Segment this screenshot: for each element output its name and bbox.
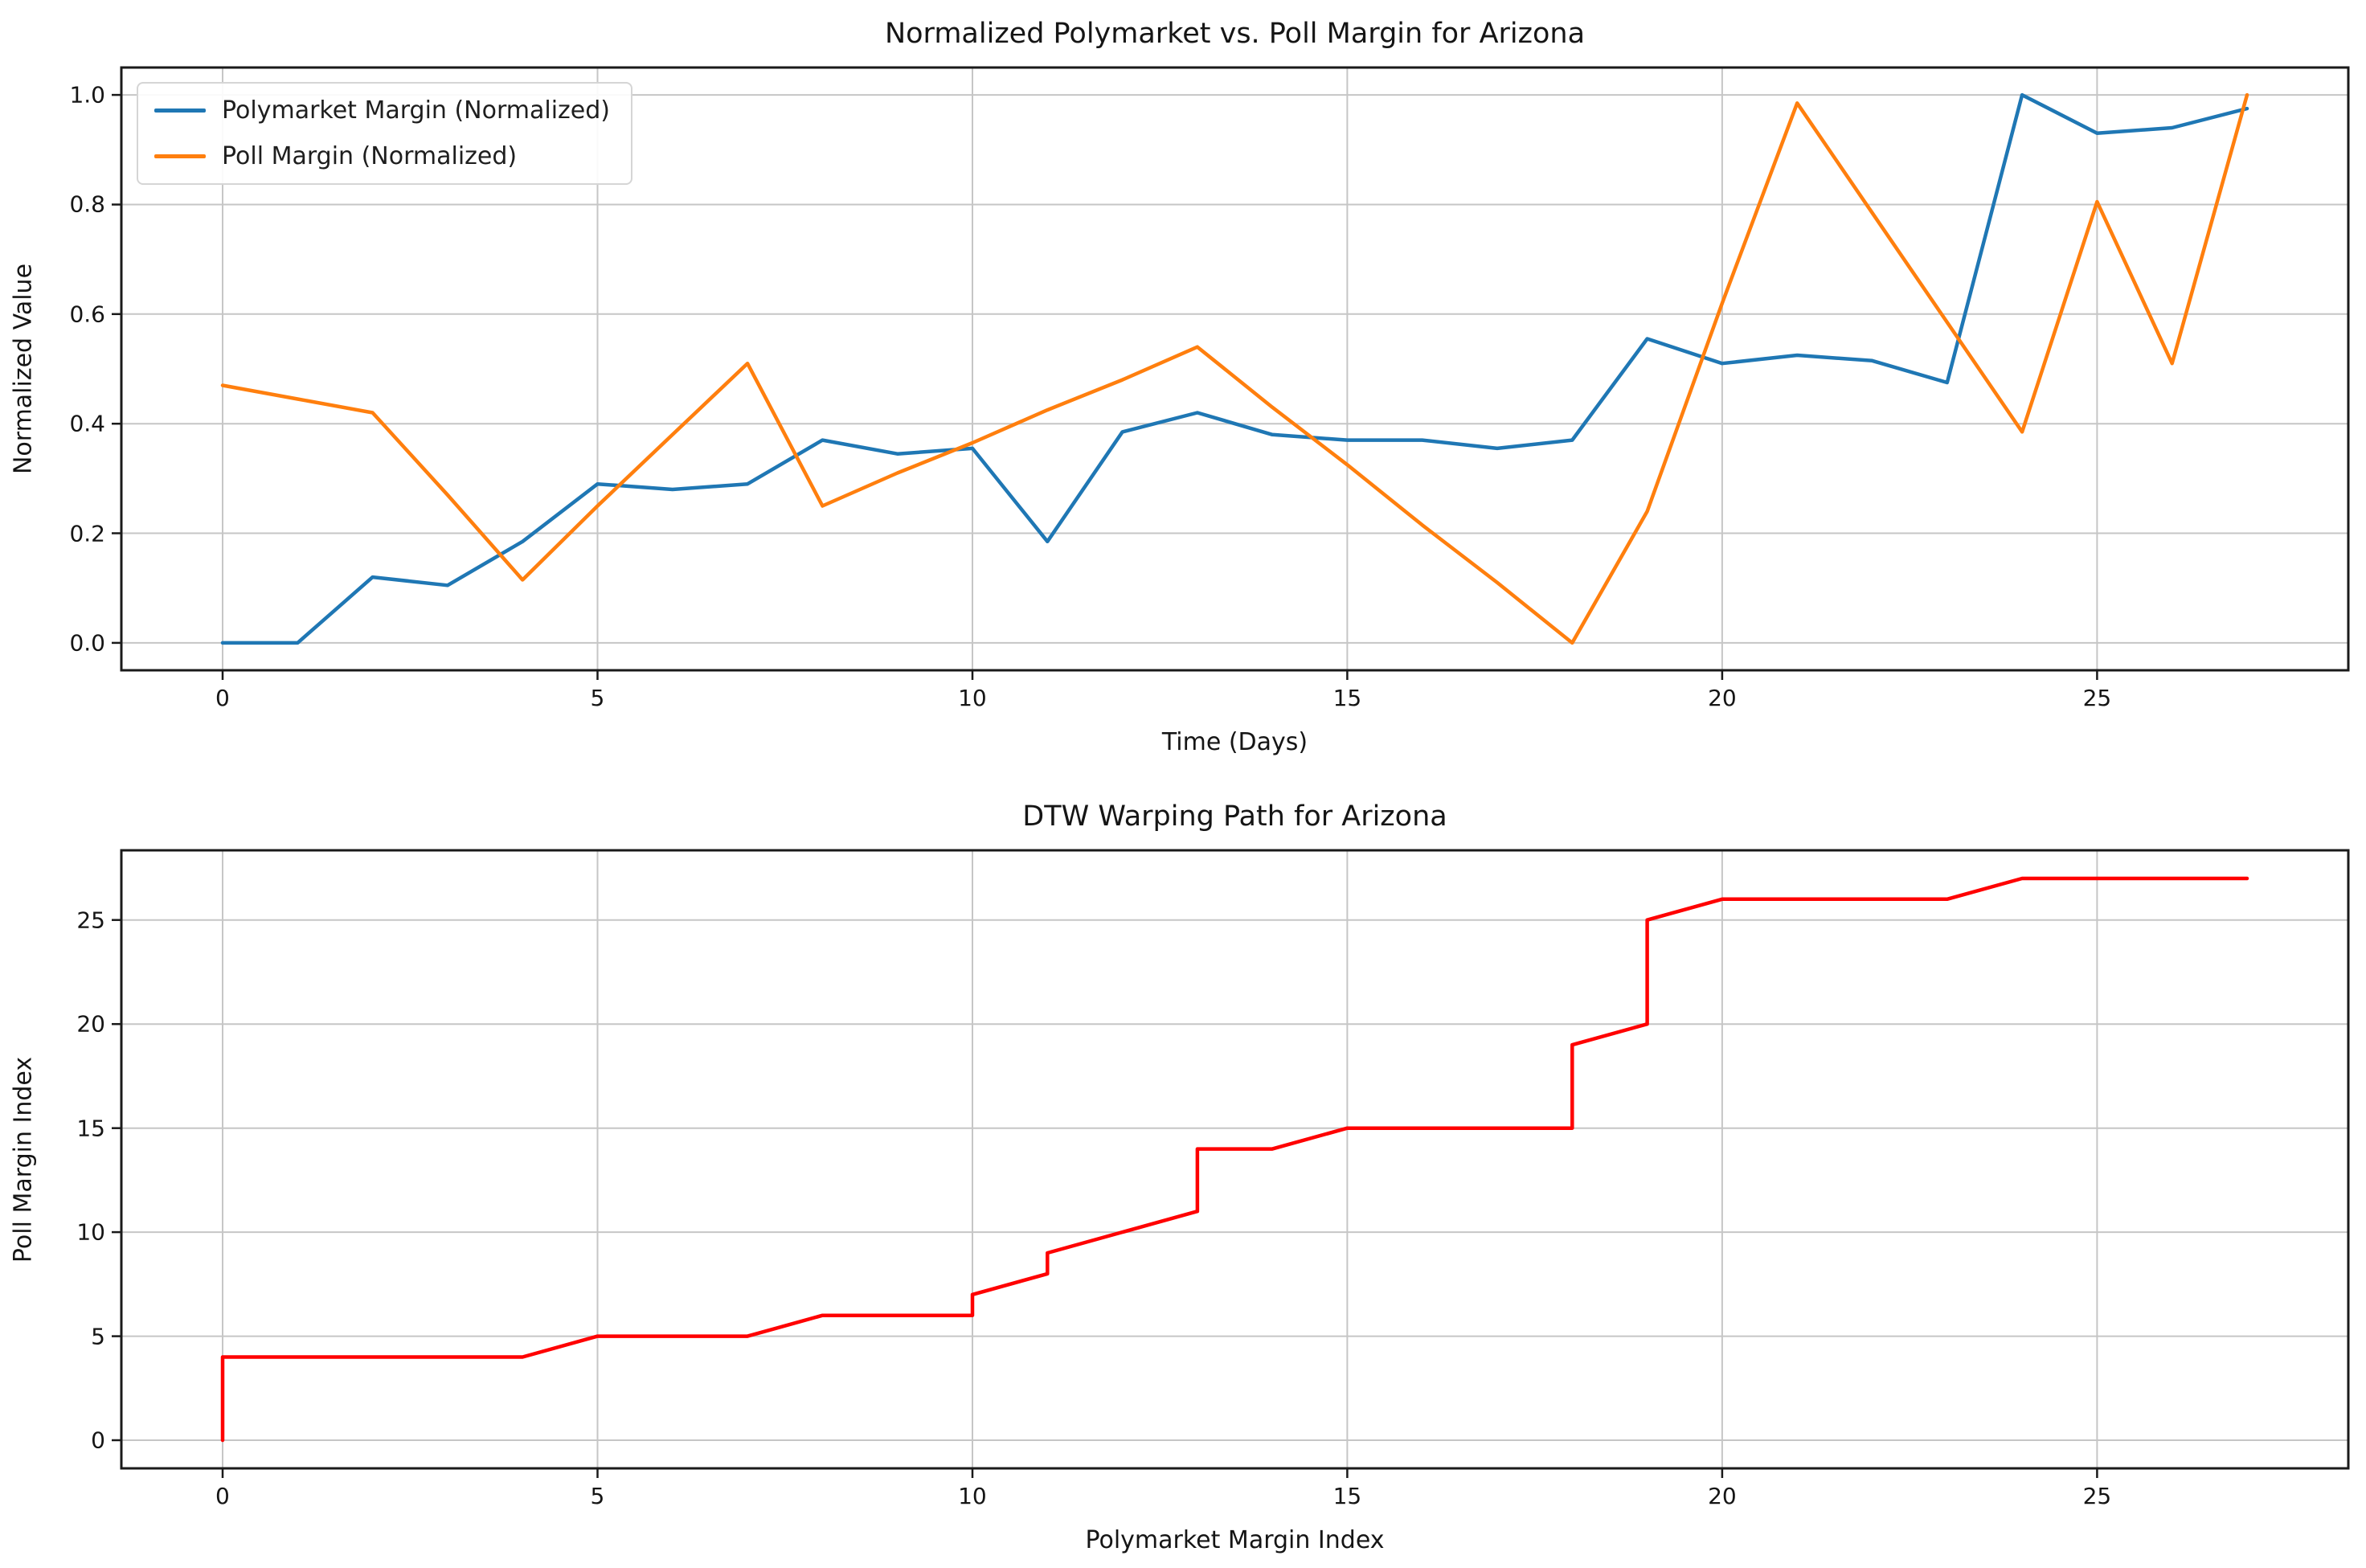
x-tick-label: 10: [958, 1483, 987, 1509]
legend-item-poll: Poll Margin (Normalized): [154, 142, 610, 170]
x-tick-label: 0: [215, 1483, 230, 1509]
x-tick-label: 25: [2082, 685, 2112, 711]
y-tick-label: 5: [91, 1323, 105, 1350]
x-tick-label: 5: [590, 685, 605, 711]
top-chart-ylabel: Normalized Value: [9, 263, 38, 475]
y-tick-label: 0.8: [69, 190, 105, 218]
y-tick-label: 1.0: [69, 81, 105, 108]
top-chart-title: Normalized Polymarket vs. Poll Margin fo…: [884, 18, 1586, 50]
bottom-chart-xlabel: Polymarket Margin Index: [1085, 1526, 1385, 1554]
x-tick-label: 10: [958, 685, 987, 711]
legend-label-polymarket: Polymarket Margin (Normalized): [222, 96, 611, 125]
y-tick-label: 25: [76, 907, 105, 934]
x-tick-label: 20: [1708, 1483, 1737, 1509]
x-tick-label: 20: [1708, 685, 1737, 711]
legend: Polymarket Margin (Normalized) Poll Marg…: [137, 82, 633, 185]
x-tick-label: 0: [215, 685, 230, 711]
top-chart: Normalized Polymarket vs. Poll Margin fo…: [10, 18, 2350, 756]
y-tick-label: 0.4: [69, 410, 105, 437]
y-tick-label: 0.6: [69, 301, 105, 328]
y-tick-label: 15: [76, 1115, 105, 1142]
polymarket-line-sample-icon: [154, 108, 206, 113]
x-tick-label: 15: [1332, 685, 1362, 711]
bottom-chart-title: DTW Warping Path for Arizona: [1022, 800, 1447, 833]
legend-item-polymarket: Polymarket Margin (Normalized): [154, 96, 610, 125]
bottom-chart: DTW Warping Path for Arizona Poll Margin…: [10, 800, 2350, 1554]
x-tick-label: 15: [1332, 1483, 1362, 1509]
poll-line-sample-icon: [154, 154, 206, 158]
y-tick-label: 20: [76, 1010, 105, 1038]
x-tick-label: 5: [590, 1483, 605, 1509]
bottom-chart-ylabel: Poll Margin Index: [9, 1056, 38, 1263]
y-tick-label: 0.2: [69, 520, 105, 547]
legend-label-poll: Poll Margin (Normalized): [222, 142, 518, 170]
y-tick-label: 0.0: [69, 629, 105, 657]
bottom-chart-plot: [112, 849, 2350, 1478]
top-chart-xlabel: Time (Days): [1161, 728, 1308, 756]
x-tick-label: 25: [2082, 1483, 2112, 1509]
y-tick-label: 0: [91, 1427, 105, 1454]
y-tick-label: 10: [76, 1218, 105, 1246]
